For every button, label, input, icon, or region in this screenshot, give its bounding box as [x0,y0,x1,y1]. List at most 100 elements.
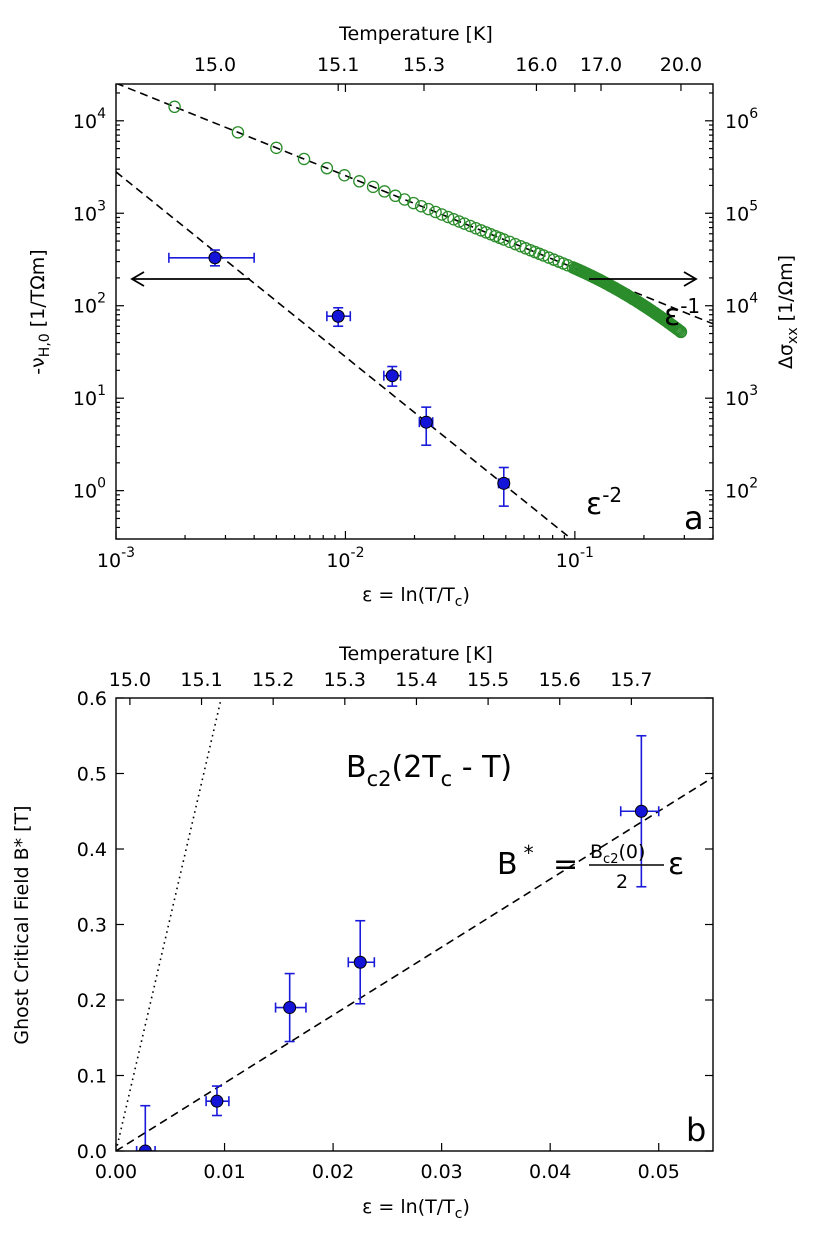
panel-a-left-y-label: -νH,0 [1/TΩm] [27,249,53,374]
top-tick-label: 15.7 [610,669,652,691]
y-tick-label: 0.5 [77,764,107,786]
delta-sigma-point [672,323,685,337]
delta-sigma-point [673,324,686,338]
x-tick-label: 10-1 [556,545,594,572]
fit-line-eps-minus-2 [116,171,573,539]
nu-h0-point [497,476,511,490]
top-tick-label: 15.1 [317,54,359,76]
delta-sigma-point [464,219,477,233]
delta-sigma-point [458,217,471,230]
panel-b-x-label: ε = ln(T/Tc) [362,1196,470,1222]
delta-sigma-point [537,249,550,262]
panel-a-fit-lines [116,84,713,539]
delta-sigma-point [670,322,684,336]
delta-sigma-point [509,237,522,251]
delta-sigma-point [378,185,391,198]
top-tick-label: 15.2 [252,669,294,691]
panel-b-left-ticks: 0.0 0.1 0.2 0.3 0.4 0.5 0.6 [77,688,713,1163]
nu-h0-point [208,251,222,265]
delta-sigma-point [429,205,442,219]
top-tick-label: 15.3 [403,54,445,76]
delta-sigma-point [398,193,411,206]
delta-sigma-point [447,212,460,226]
bstar-annotation: B * = Bc2(0) 2 ε [497,841,684,893]
arrow-to-right-axis-head [683,271,698,287]
x-tick-label: 0.05 [638,1161,680,1183]
bstar-denominator: 2 [616,871,628,893]
nu-h0-point [385,369,399,383]
delta-sigma-point [422,202,435,216]
top-tick-label: 15.3 [324,669,366,691]
right-tick-label: 106 [725,106,758,133]
x-tick-label: 10-3 [97,545,135,572]
nu-h0-point [419,415,433,429]
delta-sigma-point [441,210,455,224]
panel-a-top-axis-label: Temperature [K] [338,23,493,45]
delta-sigma-point [353,175,366,188]
delta-sigma-point [435,208,449,221]
top-tick-label: 20.0 [660,54,702,76]
epsilon-minus-two-label: ε-2 [586,483,622,522]
bstar-equals: = [553,847,578,882]
panel-b-top-axis-label: Temperature [K] [338,643,493,665]
panel-b-bottom-ticks: 0.00 0.01 0.02 0.03 0.04 0.05 [95,1143,680,1183]
top-tick-label: 16.0 [515,54,557,76]
panel-a-frame [115,83,714,540]
y-tick-label: 0.4 [77,839,107,861]
bstar-point [283,1001,297,1015]
y-tick-label: 0.1 [77,1066,107,1088]
bc2-annotation: Bc2(2Tc - T) [346,750,512,791]
left-tick-label: 103 [73,198,106,225]
top-tick-label: 15.5 [467,669,509,691]
delta-sigma-point [338,169,351,182]
arrow-to-left-axis-head [130,271,145,287]
top-tick-label: 15.0 [194,54,236,76]
delta-sigma-point [674,325,687,338]
delta-sigma-point [452,215,466,228]
y-tick-label: 0.2 [77,990,107,1012]
panel-b-lines [116,698,713,1151]
right-tick-label: 103 [725,383,758,410]
bc2-line [116,698,223,1151]
delta-sigma-point [297,152,311,166]
x-tick-label: 0.00 [95,1161,137,1183]
panel-a-bottom-ticks: 10-3 10-2 10-1 [97,84,714,572]
delta-sigma-point [407,196,420,210]
bstar-point [138,1144,152,1151]
y-tick-label: 0.6 [77,688,107,710]
top-tick-label: 15.0 [109,669,151,691]
bstar-fit-line [116,776,713,1151]
top-tick-label: 15.4 [395,669,437,691]
delta-sigma-point [168,100,181,114]
y-tick-label: 0.3 [77,915,107,937]
bstar-lhs: B * [497,841,534,882]
panel-b-points [135,734,660,1151]
panel-a-left-ticks: 100 101 102 103 104 [73,92,124,540]
x-tick-label: 10-2 [326,545,364,572]
top-tick-label: 15.1 [180,669,222,691]
panel-a-open-series [168,100,688,339]
panel-a-top-ticks: 15.0 15.1 15.3 16.0 17.0 20.0 [194,54,702,91]
panel-a-arrows [130,271,698,287]
panel-b-letter: b [686,1111,706,1149]
delta-sigma-point [414,199,428,213]
bstar-point [353,955,367,969]
panel-b: Temperature [K] 15.0 15.1 15.2 15.3 15.4 15.5… [11,643,714,1222]
delta-sigma-point [497,233,511,246]
delta-sigma-point [270,141,283,155]
delta-sigma-point [320,161,334,175]
panel-b-top-ticks: 15.0 15.1 15.2 15.3 15.4 15.5 15.6 15.7 [109,669,653,705]
bstar-point [210,1094,224,1108]
right-tick-label: 104 [725,291,758,318]
top-tick-label: 17.0 [580,54,622,76]
bstar-epsilon: ε [668,847,684,882]
delta-sigma-point [366,180,380,194]
right-tick-label: 105 [725,198,758,225]
x-tick-label: 0.03 [420,1161,462,1183]
top-tick-label: 15.6 [539,669,581,691]
epsilon-minus-one-label: ε-1 [664,294,700,333]
panel-a-filled-series [168,249,511,507]
delta-sigma-point [503,235,516,249]
x-tick-label: 0.04 [529,1161,571,1183]
